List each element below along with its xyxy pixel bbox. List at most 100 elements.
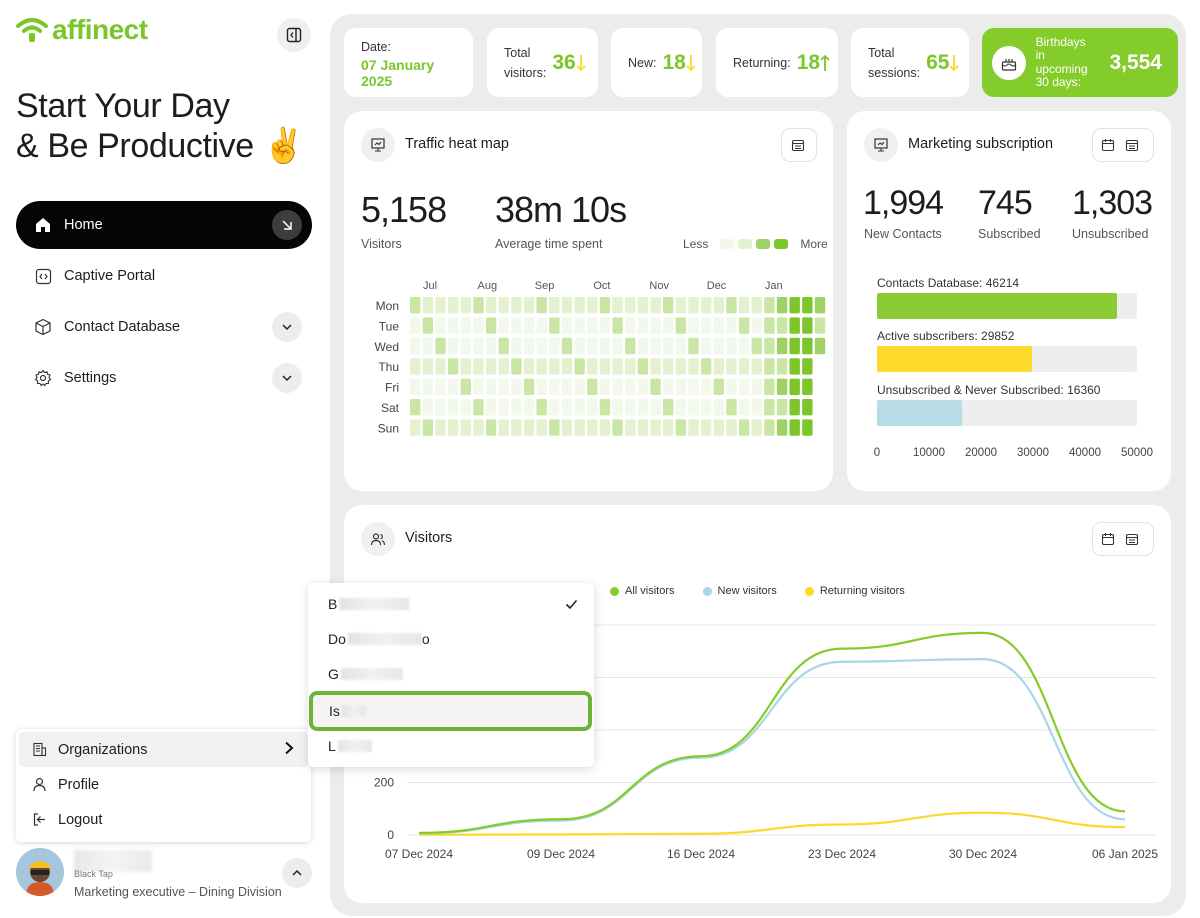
heatmap-cell[interactable] — [473, 419, 484, 436]
heatmap-cell[interactable] — [498, 419, 509, 436]
heatmap-cell[interactable] — [447, 297, 459, 314]
heatmap-cell[interactable] — [802, 337, 813, 355]
heatmap-cell[interactable] — [789, 337, 800, 355]
heatmap-cell[interactable] — [789, 419, 800, 436]
heatmap-cell[interactable] — [549, 419, 560, 436]
heatmap-cell[interactable] — [700, 317, 712, 334]
heatmap-cell[interactable] — [789, 317, 800, 334]
heatmap-cell[interactable] — [574, 317, 585, 334]
heatmap-cell[interactable] — [637, 378, 649, 395]
heatmap-cell[interactable] — [498, 399, 509, 416]
heatmap-cell[interactable] — [523, 419, 535, 436]
heatmap-cell[interactable] — [599, 317, 611, 334]
heatmap-cell[interactable] — [447, 419, 459, 436]
heatmap-cell[interactable] — [447, 399, 459, 416]
brand-logo[interactable]: affinect — [16, 14, 148, 46]
heatmap-cell[interactable] — [587, 297, 598, 314]
heatmap-cell[interactable] — [688, 399, 699, 416]
heatmap-cell[interactable] — [688, 317, 699, 334]
heatmap-cell[interactable] — [726, 378, 737, 395]
heatmap-cell[interactable] — [738, 378, 750, 395]
heatmap-cell[interactable] — [814, 317, 826, 334]
heatmap-cell[interactable] — [663, 358, 674, 375]
heatmap-cell[interactable] — [561, 297, 573, 314]
heatmap-cell[interactable] — [663, 337, 674, 355]
heatmap-cell[interactable] — [410, 419, 421, 436]
heatmap-cell[interactable] — [561, 337, 573, 355]
heatmap-cell[interactable] — [700, 378, 712, 395]
heatmap-cell[interactable] — [802, 317, 813, 334]
calendar-grid-icon[interactable] — [1125, 138, 1139, 152]
heatmap-cell[interactable] — [776, 378, 788, 395]
heatmap-cell[interactable] — [776, 297, 788, 314]
heatmap-cell[interactable] — [751, 317, 762, 334]
heatmap-cell[interactable] — [726, 399, 737, 416]
heatmap-cell[interactable] — [637, 358, 649, 375]
menu-item-profile[interactable]: Profile — [16, 767, 311, 802]
heatmap-cell[interactable] — [460, 358, 471, 375]
heatmap-cell[interactable] — [574, 399, 585, 416]
org-option-selected[interactable]: Is — [309, 691, 592, 731]
menu-item-organizations[interactable]: Organizations — [19, 732, 308, 767]
heatmap-cell[interactable] — [485, 399, 497, 416]
heatmap-cell[interactable] — [625, 358, 636, 375]
heatmap-cell[interactable] — [410, 297, 421, 314]
heatmap-cell[interactable] — [485, 358, 497, 375]
calendar-grid-icon[interactable] — [1125, 532, 1139, 546]
arrow-down-right-icon[interactable] — [272, 210, 302, 240]
heatmap-cell[interactable] — [410, 358, 421, 375]
heatmap-cell[interactable] — [713, 399, 724, 416]
heatmap-cell[interactable] — [776, 317, 788, 334]
heatmap-cell[interactable] — [447, 337, 459, 355]
heatmap-cell[interactable] — [549, 297, 560, 314]
heatmap-export-button[interactable] — [781, 128, 817, 162]
heatmap-cell[interactable] — [726, 317, 737, 334]
heatmap-cell[interactable] — [637, 419, 649, 436]
heatmap-cell[interactable] — [410, 317, 421, 334]
heatmap-cell[interactable] — [738, 419, 750, 436]
heatmap-cell[interactable] — [460, 419, 471, 436]
heatmap-cell[interactable] — [523, 337, 535, 355]
heatmap-cell[interactable] — [764, 297, 775, 314]
legend-item-new[interactable]: New visitors — [702, 585, 777, 597]
heatmap-cell[interactable] — [599, 297, 611, 314]
heatmap-cell[interactable] — [612, 297, 623, 314]
heatmap-cell[interactable] — [410, 399, 421, 416]
heatmap-cell[interactable] — [460, 337, 471, 355]
org-option[interactable]: B — [308, 586, 594, 622]
heatmap-cell[interactable] — [776, 337, 788, 355]
heatmap-cell[interactable] — [511, 358, 522, 375]
heatmap-cell[interactable] — [688, 358, 699, 375]
nav-item-captive-portal[interactable]: Captive Portal — [16, 252, 312, 300]
heatmap-cell[interactable] — [511, 419, 522, 436]
nav-item-contact-database[interactable]: Contact Database — [16, 303, 312, 351]
heatmap-cell[interactable] — [802, 358, 813, 375]
heatmap-cell[interactable] — [776, 399, 788, 416]
heatmap-cell[interactable] — [713, 378, 724, 395]
heatmap-cell[interactable] — [650, 358, 661, 375]
heatmap-cell[interactable] — [498, 378, 509, 395]
heatmap-cell[interactable] — [625, 419, 636, 436]
heatmap-cell[interactable] — [764, 399, 775, 416]
heatmap-cell[interactable] — [536, 297, 547, 314]
org-option[interactable]: G — [308, 656, 594, 692]
org-option[interactable]: L — [308, 728, 594, 764]
heatmap-cell[interactable] — [764, 419, 775, 436]
heatmap-cell[interactable] — [612, 399, 623, 416]
heatmap-cell[interactable] — [700, 419, 712, 436]
org-option[interactable]: Do o — [308, 621, 594, 657]
heatmap-cell[interactable] — [637, 317, 649, 334]
heatmap-cell[interactable] — [726, 337, 737, 355]
heatmap-cell[interactable] — [447, 378, 459, 395]
heatmap-cell[interactable] — [587, 358, 598, 375]
heatmap-cell[interactable] — [435, 337, 446, 355]
heatmap-cell[interactable] — [523, 358, 535, 375]
heatmap-cell[interactable] — [625, 317, 636, 334]
user-menu-toggle[interactable] — [282, 858, 312, 888]
heatmap-cell[interactable] — [435, 399, 446, 416]
heatmap-cell[interactable] — [574, 358, 585, 375]
heatmap-cell[interactable] — [574, 378, 585, 395]
heatmap-cell[interactable] — [612, 378, 623, 395]
heatmap-cell[interactable] — [485, 317, 497, 334]
heatmap-cell[interactable] — [650, 419, 661, 436]
